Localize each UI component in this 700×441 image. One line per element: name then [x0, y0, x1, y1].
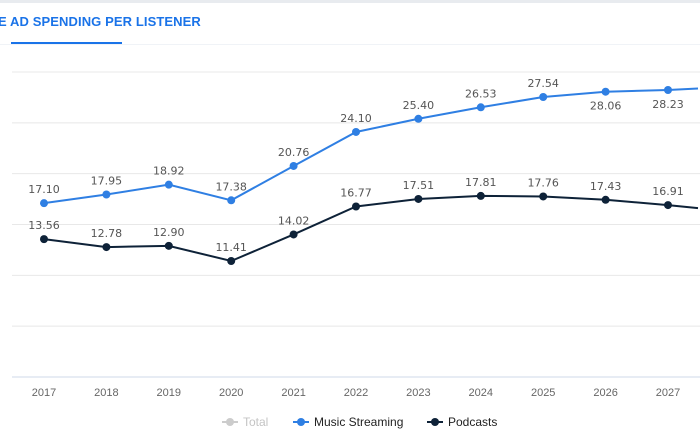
- podcasts-line: [43, 194, 699, 263]
- data-label: 26.53: [465, 87, 497, 100]
- podcasts-point[interactable]: [227, 256, 236, 265]
- series-points: [40, 85, 672, 265]
- legend-label: Podcasts: [448, 415, 498, 429]
- podcasts-point[interactable]: [539, 192, 548, 201]
- x-tick-label: 2026: [593, 387, 617, 399]
- podcasts-point[interactable]: [664, 201, 672, 210]
- podcasts-point[interactable]: [164, 241, 173, 250]
- x-tick-label: 2023: [406, 387, 430, 399]
- x-tick-label: 2022: [344, 387, 368, 399]
- data-label: 17.10: [28, 183, 60, 196]
- podcasts-point[interactable]: [40, 235, 48, 244]
- gridlines: [12, 71, 700, 378]
- top-border: [0, 0, 700, 3]
- data-label: 17.81: [465, 176, 497, 189]
- x-tick-label: 2025: [531, 387, 555, 399]
- legend-item-total[interactable]: Total: [222, 415, 268, 429]
- data-label: 28.23: [652, 98, 684, 111]
- podcasts-point[interactable]: [102, 243, 111, 252]
- data-label: 24.10: [340, 112, 372, 125]
- tab-divider: [0, 44, 700, 45]
- series-lines: [43, 87, 699, 263]
- music-streaming-point[interactable]: [102, 190, 111, 199]
- data-label: 13.56: [28, 219, 60, 232]
- x-tick-label: 2019: [157, 387, 181, 399]
- data-label: 25.40: [403, 99, 435, 112]
- data-label: 17.38: [215, 180, 247, 193]
- podcasts-point[interactable]: [352, 202, 360, 211]
- legend-label: Music Streaming: [314, 415, 404, 429]
- x-axis-ticks: 2017 2018 2019 2020 2021 2022 2023 2024 2025 2026…: [32, 387, 680, 399]
- data-label: 18.92: [153, 165, 185, 178]
- music-streaming-point[interactable]: [539, 93, 548, 102]
- x-tick-label: 2024: [469, 387, 493, 399]
- data-label: 14.02: [278, 214, 310, 227]
- music-streaming-point[interactable]: [414, 114, 423, 123]
- legend-item-podcasts[interactable]: Podcasts: [427, 415, 497, 429]
- music-streaming-point[interactable]: [664, 85, 672, 94]
- x-tick-label: 2020: [219, 387, 243, 399]
- data-label: 28.06: [590, 100, 622, 113]
- podcasts-point[interactable]: [476, 191, 485, 200]
- music-streaming-point[interactable]: [476, 103, 485, 112]
- data-label: 17.51: [403, 179, 435, 192]
- podcasts-point[interactable]: [289, 230, 298, 239]
- legend-label: Total: [243, 415, 269, 429]
- data-label: 11.41: [215, 241, 247, 254]
- data-label: 12.90: [153, 226, 185, 239]
- podcasts-point[interactable]: [601, 195, 610, 204]
- music-streaming-point[interactable]: [227, 196, 236, 205]
- data-labels: 17.10 17.95 18.92 17.38 20.76 24.10 25.40 26.53…: [28, 77, 684, 254]
- x-tick-label: 2017: [32, 387, 56, 399]
- data-label: 20.76: [278, 146, 310, 159]
- x-tick-label: 2027: [656, 387, 680, 399]
- x-tick-label: 2018: [94, 387, 118, 399]
- active-tab-indicator: [11, 42, 122, 44]
- data-label: 17.95: [91, 175, 123, 188]
- legend-marker-icon: [222, 417, 238, 427]
- x-tick-label: 2021: [281, 387, 305, 399]
- legend-marker-icon: [293, 417, 309, 427]
- data-label: 12.78: [91, 227, 123, 240]
- legend-marker-icon: [427, 417, 443, 427]
- data-label: 27.54: [527, 77, 559, 90]
- music-streaming-point[interactable]: [289, 161, 298, 170]
- music-streaming-point[interactable]: [601, 87, 610, 96]
- music-streaming-point[interactable]: [164, 180, 173, 189]
- data-label: 16.77: [340, 187, 372, 200]
- music-streaming-point[interactable]: [40, 199, 48, 208]
- legend: Total Music Streaming Podcasts: [0, 415, 700, 433]
- podcasts-point[interactable]: [414, 194, 423, 203]
- data-label: 17.76: [527, 176, 559, 189]
- music-streaming-line: [43, 87, 699, 205]
- legend-item-music-streaming[interactable]: Music Streaming: [293, 415, 403, 429]
- tab-ad-spending-per-listener[interactable]: E AD SPENDING PER LISTENER: [0, 14, 201, 29]
- line-chart: 2017 2018 2019 2020 2021 2022 2023 2024 2025 2026…: [12, 71, 700, 399]
- data-label: 17.43: [590, 180, 622, 193]
- music-streaming-point[interactable]: [352, 127, 360, 136]
- data-label: 16.91: [652, 185, 684, 198]
